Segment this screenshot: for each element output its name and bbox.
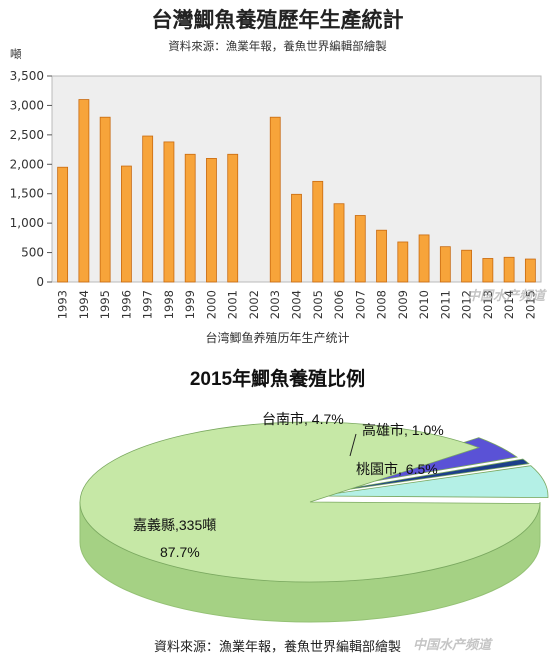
x-tick-label-2006: 2006 xyxy=(332,290,346,319)
x-tick-label-2002: 2002 xyxy=(247,290,261,319)
x-tick-label-2014: 2014 xyxy=(502,290,516,319)
x-tick-label-2001: 2001 xyxy=(226,290,240,319)
x-tick-label-2012: 2012 xyxy=(460,290,474,319)
bar-2011 xyxy=(439,246,451,283)
y-tick-label: 3,500 xyxy=(10,69,44,83)
pie-chart-title: 2015年鯽魚養殖比例 xyxy=(189,369,366,390)
bar-2015 xyxy=(524,258,536,283)
y-tick-label: 1,500 xyxy=(10,187,44,201)
x-tick-label-2005: 2005 xyxy=(311,290,325,319)
bar-chart: 0 500 1,000 1,500 2,000 2,500 3,000 3,500 1993 1… xyxy=(10,69,542,319)
x-tick-label-1994: 1994 xyxy=(77,290,91,319)
x-tick-label-2009: 2009 xyxy=(396,290,410,319)
pie-slice-高雄市 xyxy=(315,458,530,495)
x-tick-label-2007: 2007 xyxy=(353,290,367,319)
x-tick-label-2013: 2013 xyxy=(481,290,495,319)
bar-chart-caption: 台湾鲫鱼养殖历年生产统计 xyxy=(205,331,350,345)
bar-1997 xyxy=(142,135,154,283)
bar-chart-title: 台灣鯽魚養殖歷年生產統計 xyxy=(151,8,404,32)
y-tick-label: 1,000 xyxy=(10,216,44,230)
bar-2005 xyxy=(312,180,324,283)
bar-2009 xyxy=(397,241,409,283)
watermark-top: 中国水产频道 xyxy=(466,289,545,304)
x-tick-label-2003: 2003 xyxy=(268,290,282,319)
watermark-bottom: 中国水产频道 xyxy=(412,638,491,653)
bar-2001 xyxy=(227,153,239,283)
bar-2004 xyxy=(291,193,302,283)
x-tick-label-2000: 2000 xyxy=(204,290,218,319)
bar-2010 xyxy=(418,234,430,283)
bar-2013 xyxy=(482,258,494,283)
bar-1995 xyxy=(99,116,111,283)
label-chiayi-percent: 87.7% xyxy=(160,544,200,560)
x-tick-label-1998: 1998 xyxy=(162,290,176,319)
x-tick-label-2008: 2008 xyxy=(375,290,389,319)
bar-2014 xyxy=(503,256,515,283)
x-tick-label-1993: 1993 xyxy=(56,290,70,319)
bar-2012 xyxy=(461,249,472,283)
bar-2008 xyxy=(376,229,387,283)
x-tick-label-1999: 1999 xyxy=(183,290,197,319)
bar-2006 xyxy=(333,203,345,283)
y-tick-label: 500 xyxy=(21,246,44,260)
bar-chart-source: 資料來源：漁業年報，養魚世界編輯部繪製 xyxy=(168,39,387,53)
y-axis-unit: 噸 xyxy=(10,47,22,61)
pie-chart: 台南市, 4.7% 高雄市, 1.0% 桃園市, 6.5% 嘉義縣,335噸 8… xyxy=(79,411,549,623)
y-tick-label: 3,000 xyxy=(10,98,44,112)
x-tick-label-1996: 1996 xyxy=(119,290,133,319)
x-tick-label-2015: 2015 xyxy=(523,290,537,319)
x-tick-label-2010: 2010 xyxy=(417,290,431,319)
bar-2003 xyxy=(269,116,281,283)
x-tick-label-2011: 2011 xyxy=(438,290,452,319)
pie-slice-嘉義縣 xyxy=(79,421,541,583)
pie-slice-桃園市 xyxy=(317,465,549,499)
x-tick-label-2004: 2004 xyxy=(290,290,304,319)
pie-chart-source: 資料來源：漁業年報，養魚世界編輯部繪製 xyxy=(153,640,401,655)
x-tick-label-1997: 1997 xyxy=(141,290,155,319)
bar-1996 xyxy=(121,165,132,283)
leader-line-kaohsiung xyxy=(349,433,357,457)
y-tick-label: 2,000 xyxy=(10,157,44,171)
x-tick-label-1995: 1995 xyxy=(98,290,112,319)
label-kaohsiung: 高雄市, 1.0% xyxy=(362,422,444,438)
bar-1993 xyxy=(57,166,69,283)
label-chiayi-name: 嘉義縣,335噸 xyxy=(133,517,216,533)
bar-1994 xyxy=(78,99,90,283)
bar-1998 xyxy=(163,141,175,283)
label-tainan: 台南市, 4.7% xyxy=(262,411,344,427)
bar-2007 xyxy=(354,215,366,283)
y-tick-label: 2,500 xyxy=(10,128,44,142)
bar-1999 xyxy=(184,153,196,283)
y-tick-label: 0 xyxy=(36,275,44,289)
label-taoyuan: 桃園市, 6.5% xyxy=(356,461,438,477)
bar-2000 xyxy=(206,158,217,283)
